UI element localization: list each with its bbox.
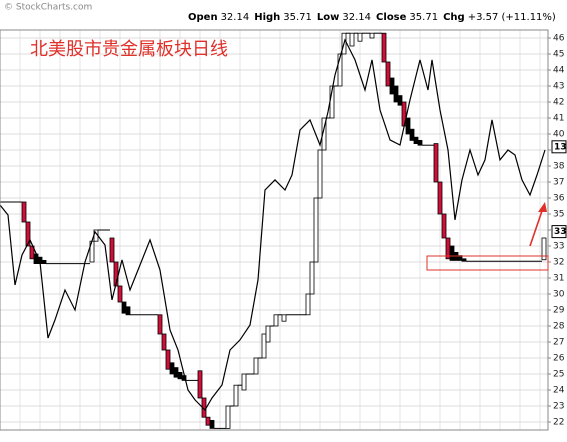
- brick: [41, 259, 47, 264]
- arrow: [529, 207, 544, 247]
- brick: [437, 181, 443, 215]
- y-tick-label: 43: [553, 82, 564, 92]
- brick: [29, 245, 35, 260]
- brick: [109, 237, 115, 263]
- brick: [309, 261, 315, 295]
- y-tick-label: 42: [553, 98, 564, 108]
- y-tick-label: 33: [553, 242, 564, 252]
- price-line: [0, 38, 546, 411]
- y-tick-label: 38: [553, 162, 565, 172]
- y-tick-label: 45: [553, 50, 564, 60]
- brick: [389, 77, 395, 95]
- brick: [125, 306, 131, 316]
- y-tick-label: 24: [553, 386, 565, 396]
- quote-label: High: [254, 12, 280, 23]
- brick: [417, 139, 423, 146]
- brick: [21, 201, 27, 223]
- brick: [265, 325, 271, 343]
- quote-value: +3.57 (+11.11%): [468, 12, 556, 23]
- y-tick-label: 36: [553, 194, 565, 204]
- brick: [165, 349, 171, 370]
- y-tick-label: 27: [553, 338, 564, 348]
- brick: [169, 362, 175, 375]
- y-tick-label: 32: [553, 258, 564, 268]
- quote-value: 32.14: [342, 12, 371, 23]
- quote-label: Chg: [443, 12, 465, 23]
- brick: [381, 32, 387, 63]
- quote-value: 35.71: [409, 12, 438, 23]
- price-label-box: [551, 140, 567, 154]
- brick: [121, 301, 127, 314]
- brick: [205, 416, 211, 426]
- brick: [233, 384, 239, 407]
- brick: [197, 370, 203, 399]
- quote-value: 35.71: [283, 12, 312, 23]
- brick: [157, 314, 163, 335]
- brick: [461, 258, 467, 262]
- brick: [405, 117, 411, 135]
- brick: [397, 95, 403, 106]
- y-tick-label: 28: [553, 322, 565, 332]
- arrow-head: [538, 202, 547, 212]
- brick: [281, 314, 287, 322]
- brick: [177, 371, 183, 380]
- y-tick-label: 23: [553, 402, 564, 412]
- brick: [273, 314, 279, 327]
- brick: [449, 245, 455, 261]
- brick: [225, 405, 231, 429]
- brick: [25, 221, 31, 247]
- brick: [441, 213, 447, 239]
- brick: [413, 136, 419, 144]
- brick: [321, 117, 327, 151]
- plot-frame: [0, 29, 549, 431]
- brick: [261, 333, 267, 359]
- brick: [433, 143, 439, 183]
- brick: [369, 32, 375, 39]
- quote-label: Low: [317, 12, 339, 23]
- price-label: 33: [554, 227, 567, 237]
- brick: [385, 61, 391, 87]
- y-tick-label: 41: [553, 114, 564, 124]
- price-label-box: [551, 225, 567, 239]
- y-tick-label: 40: [553, 130, 565, 140]
- brick: [357, 32, 363, 42]
- brick: [209, 419, 215, 429]
- brick: [117, 285, 123, 303]
- quote-line: Open 32.14 High 35.71 Low 32.14 Close 35.71 Chg +…: [188, 12, 556, 23]
- quote-value: 32.14: [221, 12, 250, 23]
- plot: 13 33: [0, 32, 567, 429]
- source: © StockCharts.com: [4, 3, 92, 13]
- y-tick-label: 29: [553, 306, 565, 316]
- brick: [409, 128, 415, 141]
- brick: [349, 32, 355, 47]
- brick: [241, 373, 247, 391]
- y-tick-label: 22: [553, 418, 564, 428]
- brick: [253, 357, 259, 375]
- y-tick-label: 25: [553, 370, 564, 380]
- y-tick-label: 46: [553, 34, 565, 44]
- brick: [317, 149, 323, 199]
- y-tick-label: 37: [553, 178, 564, 188]
- brick: [393, 85, 399, 103]
- brick: [313, 197, 319, 263]
- brick: [305, 293, 311, 316]
- y-tick-label: 31: [553, 274, 564, 284]
- brick: [173, 367, 179, 378]
- brick: [541, 237, 547, 261]
- quote: Open 32.14 High 35.71 Low 32.14 Close 35.71 Chg +…: [188, 12, 556, 23]
- quote-label: Close: [376, 12, 407, 23]
- y-tick-label: 35: [553, 210, 564, 220]
- highlight-box: [426, 255, 549, 271]
- y-tick-label: 26: [553, 354, 565, 364]
- y-tick-label: 44: [553, 66, 565, 76]
- brick: [337, 53, 343, 87]
- chart-title: 北美股市贵金属板块日线: [30, 39, 228, 60]
- quote-label: Open: [188, 12, 218, 23]
- brick: [161, 333, 167, 351]
- y-tick-label: 30: [553, 290, 565, 300]
- price-label: 13: [554, 142, 567, 152]
